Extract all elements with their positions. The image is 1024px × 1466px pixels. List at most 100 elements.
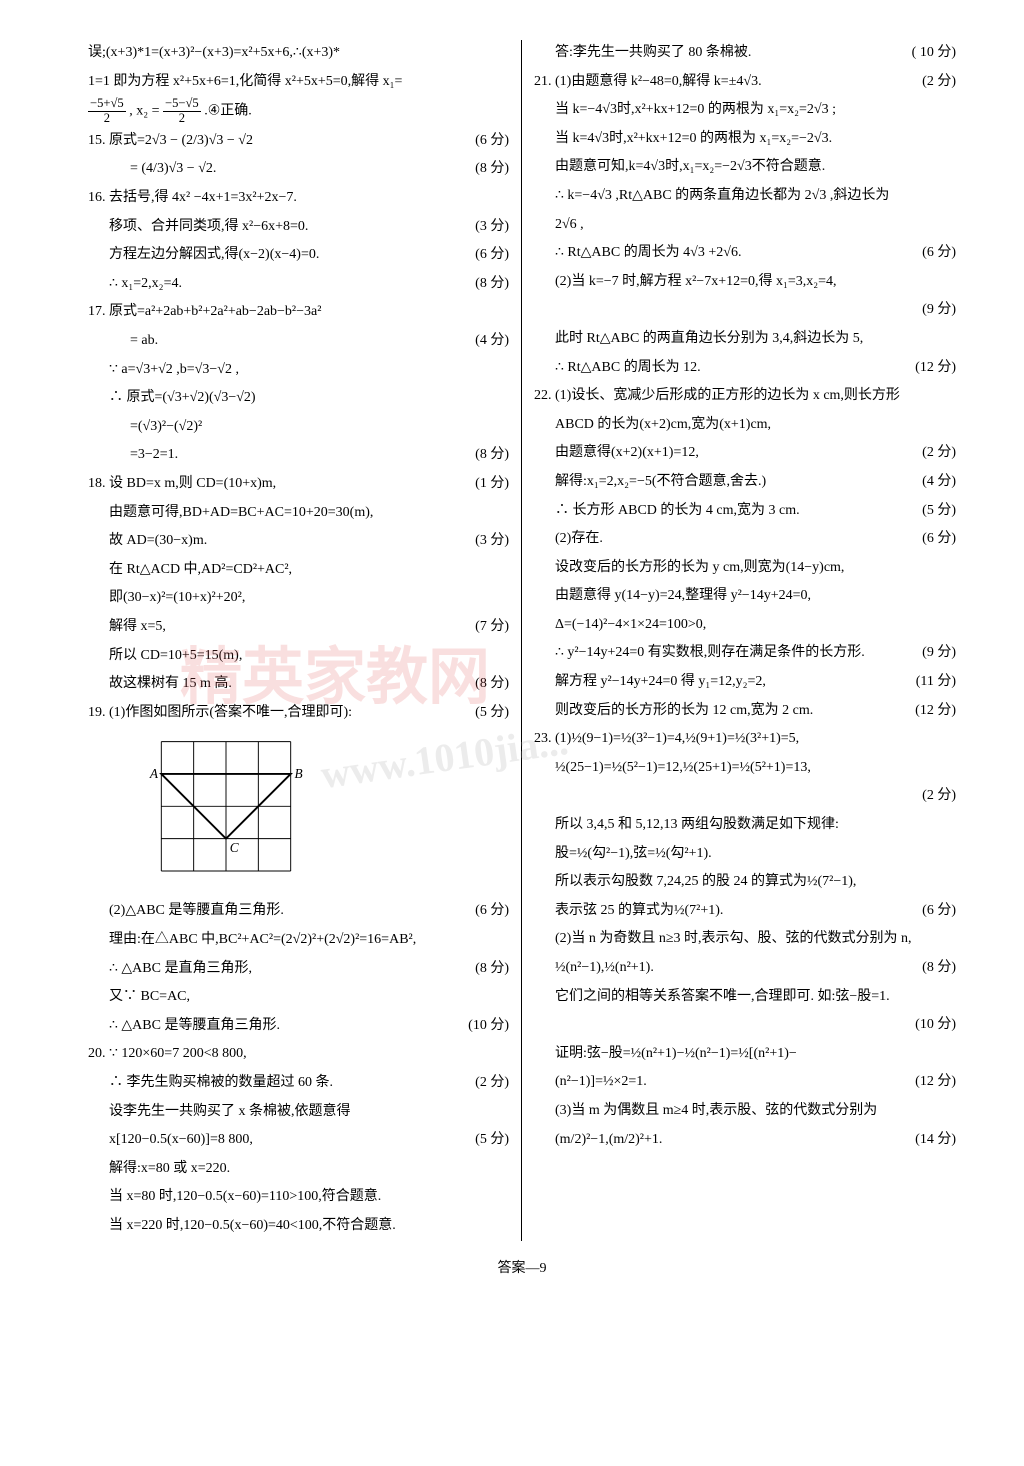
score-label: (12 分)	[907, 698, 956, 725]
score-label: (4 分)	[467, 328, 509, 355]
text-line: ∴ Rt△ABC 的周长为 12.(12 分)	[534, 355, 956, 382]
line-text: ∴ y²−14y+24=0 有实数根,则存在满足条件的长方形.	[534, 640, 914, 667]
line-text: 17. 原式=a²+2ab+b²+2a²+ab−2ab−b²−3a²	[88, 299, 509, 326]
line-text: 当 k=4√3时,x²+kx+12=0 的两根为 x₁=x₂=−2√3.	[534, 126, 956, 153]
line-text: ∴ 李先生购买棉被的数量超过 60 条.	[88, 1070, 467, 1097]
text-line: ∴ k=−4√3 ,Rt△ABC 的两条直角边长都为 2√3 ,斜边长为	[534, 183, 956, 210]
text-line: ∴ △ABC 是等腰直角三角形.(10 分)	[88, 1013, 509, 1040]
line-text: 由题意得(x+2)(x+1)=12,	[534, 440, 914, 467]
line-text: (n²−1)]=½×2=1.	[534, 1069, 907, 1096]
line-text: 19. (1)作图如图所示(答案不唯一,合理即可):	[88, 700, 467, 727]
score-label: (8 分)	[467, 956, 509, 983]
text-line: 由题意得(x+2)(x+1)=12,(2 分)	[534, 440, 956, 467]
svg-text:B: B	[294, 766, 302, 781]
score-label: (6 分)	[914, 526, 956, 553]
score-label: (2 分)	[914, 69, 956, 96]
score-label: (5 分)	[914, 498, 956, 525]
line-text: (2)存在.	[534, 526, 914, 553]
line-text: 股=½(勾²−1),弦=½(勾²+1).	[534, 841, 956, 868]
text-line: 23. (1)½(9−1)=½(3²−1)=4,½(9+1)=½(3²+1)=5…	[534, 726, 956, 753]
line-text: ∵ a=√3+√2 ,b=√3−√2 ,	[88, 357, 509, 384]
score-label: (8 分)	[467, 271, 509, 298]
line-text: ½(n²−1),½(n²+1).	[534, 955, 914, 982]
text-line: 它们之间的相等关系答案不唯一,合理即可. 如:弦−股=1.	[534, 984, 956, 1011]
line-text: 设李先生一共购买了 x 条棉被,依题意得	[88, 1099, 509, 1126]
text-line: 解得:x₁=2,x₂=−5(不符合题意,舍去.)(4 分)	[534, 469, 956, 496]
line-text: 则改变后的长方形的长为 12 cm,宽为 2 cm.	[534, 698, 907, 725]
line-text: (2)△ABC 是等腰直角三角形.	[88, 898, 467, 925]
line-text: ∴ Rt△ABC 的周长为 12.	[534, 355, 907, 382]
text-line: ½(25−1)=½(5²−1)=12,½(25+1)=½(5²+1)=13,	[534, 755, 956, 782]
line-text: 21. (1)由题意得 k²−48=0,解得 k=±4√3.	[534, 69, 914, 96]
line-text: 18. 设 BD=x m,则 CD=(10+x)m,	[88, 471, 467, 498]
score-label: (11 分)	[908, 669, 956, 696]
text-line: ∴ 原式=(√3+√2)(√3−√2)	[88, 385, 509, 412]
text-line: 方程左边分解因式,得(x−2)(x−4)=0.(6 分)	[88, 242, 509, 269]
line-text: ∴ 长方形 ABCD 的长为 4 cm,宽为 3 cm.	[534, 498, 914, 525]
text-line: 解得:x=80 或 x=220.	[88, 1156, 509, 1183]
text-line: = ab.(4 分)	[88, 328, 509, 355]
page-footer: 答案—9	[80, 1256, 964, 1283]
line-text: 由题意可知,k=4√3时,x₁=x₂=−2√3不符合题意.	[534, 154, 956, 181]
line-text: 所以 CD=10+5=15(m),	[88, 643, 509, 670]
text-line: 21. (1)由题意得 k²−48=0,解得 k=±4√3.(2 分)	[534, 69, 956, 96]
text-line: ½(n²−1),½(n²+1).(8 分)	[534, 955, 956, 982]
text-line: (9 分)	[534, 297, 956, 324]
text-line: 表示弦 25 的算式为½(7²+1).(6 分)	[534, 898, 956, 925]
line-text: 证明:弦−股=½(n²+1)−½(n²−1)=½[(n²+1)−	[534, 1041, 956, 1068]
score-label: (5 分)	[467, 700, 509, 727]
text-line: 19. (1)作图如图所示(答案不唯一,合理即可):(5 分)	[88, 700, 509, 727]
text-line: ∴ △ABC 是直角三角形,(8 分)	[88, 956, 509, 983]
math-fraction-line: −5+√52 , x₂ = −5−√52 .④正确.	[88, 97, 509, 126]
score-label: (6 分)	[467, 128, 509, 155]
line-text: 由题意可得,BD+AD=BC+AC=10+20=30(m),	[88, 500, 509, 527]
text-line: 由题意得 y(14−y)=24,整理得 y²−14y+24=0,	[534, 583, 956, 610]
line-text: 解方程 y²−14y+24=0 得 y₁=12,y₂=2,	[534, 669, 908, 696]
text-line: 17. 原式=a²+2ab+b²+2a²+ab−2ab−b²−3a²	[88, 299, 509, 326]
score-label: (4 分)	[914, 469, 956, 496]
triangle-grid-diagram: A B C	[148, 734, 509, 890]
text-line: ∴ Rt△ABC 的周长为 4√3 +2√6.(6 分)	[534, 240, 956, 267]
text-line: 16. 去括号,得 4x² −4x+1=3x²+2x−7.	[88, 185, 509, 212]
line-text: 22. (1)设长、宽减少后形成的正方形的边长为 x cm,则长方形	[534, 383, 956, 410]
text-line: 则改变后的长方形的长为 12 cm,宽为 2 cm.(12 分)	[534, 698, 956, 725]
text-line: 股=½(勾²−1),弦=½(勾²+1).	[534, 841, 956, 868]
text-line: 当 x=80 时,120−0.5(x−60)=110>100,符合题意.	[88, 1184, 509, 1211]
score-label: (2 分)	[914, 783, 956, 810]
score-label: (6 分)	[467, 242, 509, 269]
score-label: (10 分)	[460, 1013, 509, 1040]
line-text: ∴ x₁=2,x₂=4.	[88, 271, 467, 298]
text-line: 由题意可得,BD+AD=BC+AC=10+20=30(m),	[88, 500, 509, 527]
score-label: (6 分)	[914, 240, 956, 267]
score-label: (8 分)	[467, 156, 509, 183]
line-text: (2)当 n 为奇数且 n≥3 时,表示勾、股、弦的代数式分别为 n,	[534, 926, 956, 953]
text-line: 答:李先生一共购买了 80 条棉被.( 10 分)	[534, 40, 956, 67]
text-line: (10 分)	[534, 1012, 956, 1039]
text-line: ∵ a=√3+√2 ,b=√3−√2 ,	[88, 357, 509, 384]
score-label: (8 分)	[914, 955, 956, 982]
text-line: 又∵ BC=AC,	[88, 984, 509, 1011]
text-line: (3)当 m 为偶数且 m≥4 时,表示股、弦的代数式分别为	[534, 1098, 956, 1125]
line-text: (2)当 k=−7 时,解方程 x²−7x+12=0,得 x₁=3,x₂=4,	[534, 269, 956, 296]
score-label: (6 分)	[467, 898, 509, 925]
line-text: 由题意得 y(14−y)=24,整理得 y²−14y+24=0,	[534, 583, 956, 610]
score-label: (2 分)	[467, 1070, 509, 1097]
text-line: 当 k=−4√3时,x²+kx+12=0 的两根为 x₁=x₂=2√3 ;	[534, 97, 956, 124]
line-text: 当 x=220 时,120−0.5(x−60)=40<100,不符合题意.	[88, 1213, 509, 1240]
score-label: ( 10 分)	[904, 40, 956, 67]
line-text: ∴ k=−4√3 ,Rt△ABC 的两条直角边长都为 2√3 ,斜边长为	[534, 183, 956, 210]
text-line: 证明:弦−股=½(n²+1)−½(n²−1)=½[(n²+1)−	[534, 1041, 956, 1068]
score-label: (2 分)	[914, 440, 956, 467]
line-text: 答:李先生一共购买了 80 条棉被.	[534, 40, 904, 67]
text-line: 所以表示勾股数 7,24,25 的股 24 的算式为½(7²−1),	[534, 869, 956, 896]
text-line: 故 AD=(30−x)m.(3 分)	[88, 528, 509, 555]
text-line: 18. 设 BD=x m,则 CD=(10+x)m,(1 分)	[88, 471, 509, 498]
score-label: (9 分)	[914, 297, 956, 324]
line-text: Δ=(−14)²−4×1×24=100>0,	[534, 612, 956, 639]
text-line: 即(30−x)²=(10+x)²+20²,	[88, 585, 509, 612]
text-line: 此时 Rt△ABC 的两直角边长分别为 3,4,斜边长为 5,	[534, 326, 956, 353]
line-text: 20. ∵ 120×60=7 200<8 800,	[88, 1041, 509, 1068]
text-line: 由题意可知,k=4√3时,x₁=x₂=−2√3不符合题意.	[534, 154, 956, 181]
text-line: (2)当 k=−7 时,解方程 x²−7x+12=0,得 x₁=3,x₂=4,	[534, 269, 956, 296]
score-label: (12 分)	[907, 1069, 956, 1096]
